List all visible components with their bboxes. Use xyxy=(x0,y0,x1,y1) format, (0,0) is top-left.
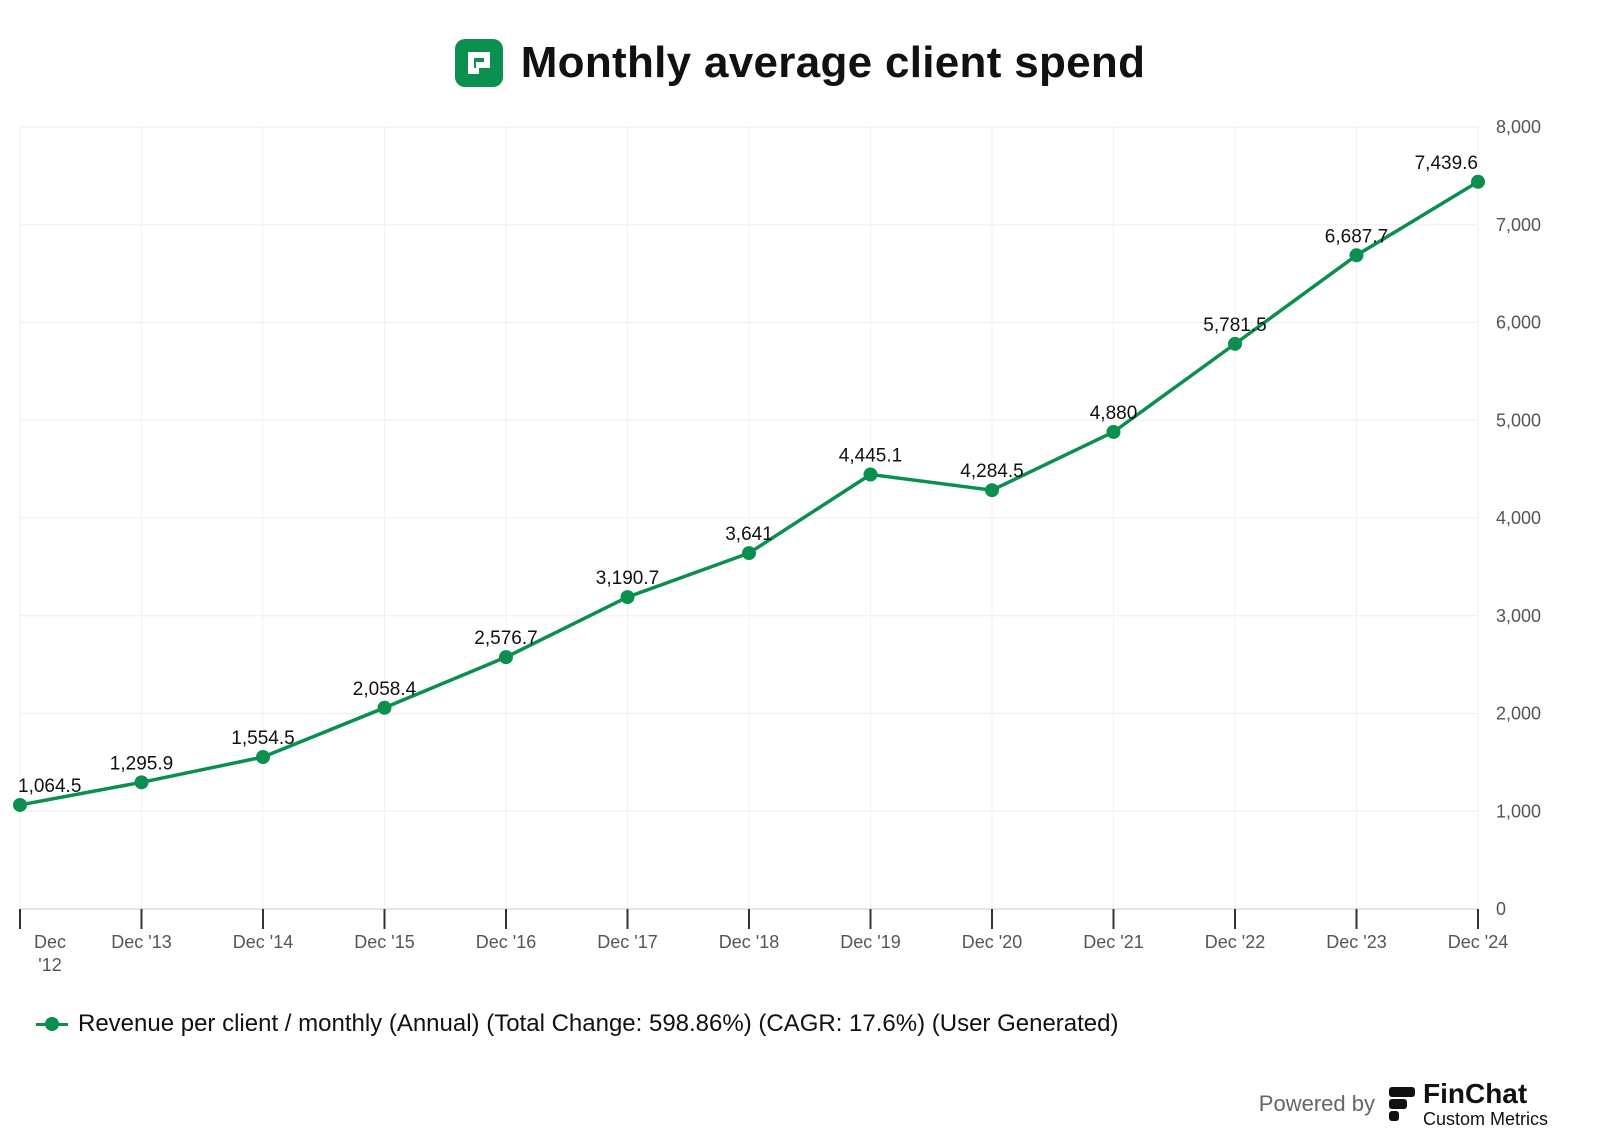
legend-swatch xyxy=(36,1014,68,1034)
y-tick-label: 4,000 xyxy=(1496,508,1541,528)
data-label: 2,058.4 xyxy=(353,679,417,700)
y-tick-label: 8,000 xyxy=(1496,117,1541,137)
paylocity-logo-icon xyxy=(454,39,503,87)
x-tick-label: Dec '20 xyxy=(962,932,1022,952)
data-label: 4,445.1 xyxy=(839,445,902,466)
x-tick-label: Dec '14 xyxy=(233,932,293,952)
data-point xyxy=(620,590,635,605)
series-group xyxy=(13,174,1485,812)
x-tick-label: Dec '16 xyxy=(476,932,536,952)
data-label: 1,295.9 xyxy=(110,753,173,774)
y-tick-label: 5,000 xyxy=(1496,410,1541,430)
data-label: 4,880 xyxy=(1090,403,1138,424)
y-tick-label: 3,000 xyxy=(1496,606,1541,626)
chart-header: Monthly average client spend xyxy=(0,30,1600,96)
finchat-brand[interactable]: FinChat Custom Metrics xyxy=(1387,1080,1548,1128)
chart-title: Monthly average client spend xyxy=(520,38,1146,87)
x-tick-label: '12 xyxy=(38,955,61,975)
data-label: 6,687.7 xyxy=(1325,226,1388,247)
data-label: 7,439.6 xyxy=(1415,153,1478,174)
x-tick-label: Dec '19 xyxy=(840,932,900,952)
y-axis: 0 1,000 2,000 3,000 4,000 5,000 6,000 7,000 8,00… xyxy=(1496,117,1541,919)
x-axis: Dec '12 Dec '13 Dec '14 Dec '15 Dec '16 Dec '1… xyxy=(19,908,1508,975)
line-chart: 0 1,000 2,000 3,000 4,000 5,000 6,000 7,000 8,00… xyxy=(13,117,1541,975)
data-point xyxy=(863,467,878,482)
finchat-logo-icon xyxy=(1388,1087,1415,1121)
x-tick-label: Dec '18 xyxy=(719,932,779,952)
data-labels: 1,064.5 1,295.9 1,554.5 2,058.4 2,576.7 3,190… xyxy=(18,153,1478,797)
footer: Powered by FinChat Custom Metrics xyxy=(1258,1080,1548,1129)
data-point xyxy=(1106,424,1121,439)
y-tick-label: 6,000 xyxy=(1496,313,1541,333)
brand-name: FinChat xyxy=(1422,1078,1528,1109)
x-tick-label: Dec '13 xyxy=(111,932,171,952)
x-tick-label: Dec '23 xyxy=(1326,932,1386,952)
data-label: 1,554.5 xyxy=(231,728,294,749)
x-tick-label: Dec xyxy=(34,932,66,952)
brand-subtitle: Custom Metrics xyxy=(1422,1109,1548,1129)
data-point xyxy=(377,700,392,715)
x-tick-label: Dec '17 xyxy=(597,932,657,952)
x-tick-label: Dec '24 xyxy=(1448,932,1508,952)
data-label: 2,576.7 xyxy=(474,628,537,649)
powered-by-text: Powered by xyxy=(1258,1091,1375,1116)
data-label: 3,641 xyxy=(725,524,773,545)
x-tick-label: Dec '22 xyxy=(1205,932,1265,952)
legend-label: Revenue per client / monthly (Annual) (T… xyxy=(78,1010,1119,1037)
y-tick-label: 7,000 xyxy=(1496,215,1541,235)
data-point xyxy=(1349,248,1364,263)
data-point xyxy=(499,650,513,665)
chart-legend: Revenue per client / monthly (Annual) (T… xyxy=(36,1010,1119,1038)
data-point xyxy=(985,483,999,498)
data-point xyxy=(1471,174,1485,189)
data-point xyxy=(742,546,756,561)
x-tick-label: Dec '15 xyxy=(354,932,414,952)
y-tick-label: 1,000 xyxy=(1496,801,1541,821)
data-point xyxy=(134,775,149,790)
data-label: 5,781.5 xyxy=(1203,315,1266,336)
data-point xyxy=(256,750,270,765)
data-label: 3,190.7 xyxy=(596,568,659,589)
data-label: 4,284.5 xyxy=(960,461,1023,482)
data-point xyxy=(1228,336,1242,351)
y-tick-label: 2,000 xyxy=(1496,704,1541,724)
data-point xyxy=(13,797,27,812)
y-tick-label: 0 xyxy=(1496,899,1506,919)
data-label: 1,064.5 xyxy=(18,776,81,797)
chart-grid xyxy=(19,126,1479,909)
x-tick-label: Dec '21 xyxy=(1083,932,1143,952)
